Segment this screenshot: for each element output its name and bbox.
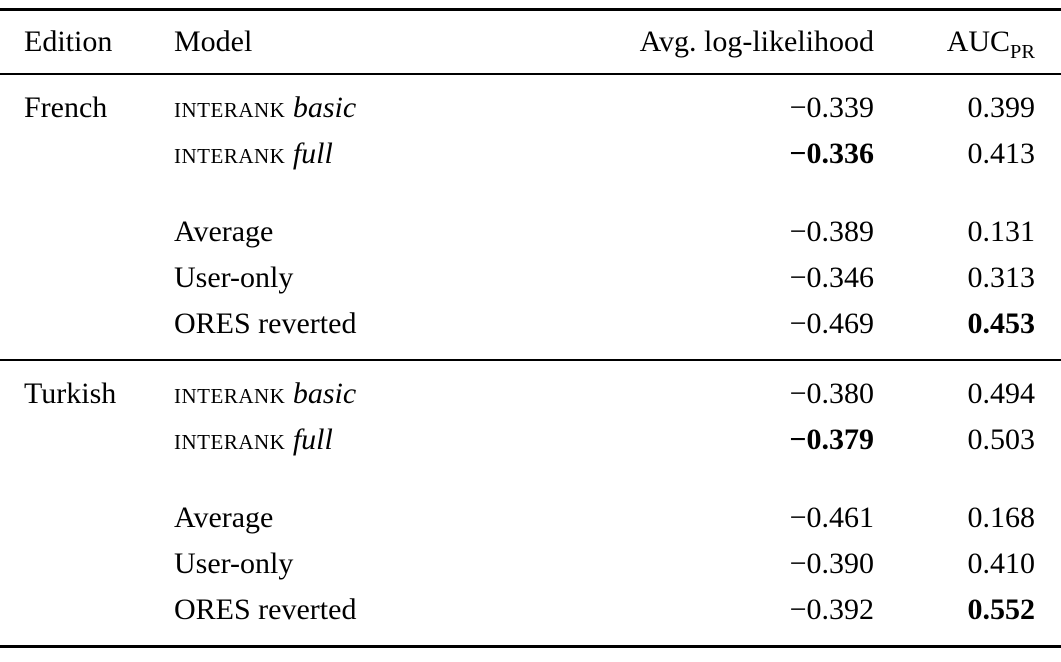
model-name-smallcaps: interank <box>174 377 286 410</box>
loglikelihood-value: −0.336 <box>789 137 874 170</box>
header-auc-main: AUC <box>946 25 1011 58</box>
model-variant-italic: full <box>292 137 333 170</box>
header-row: Edition Model Avg. log-likelihood AUCPR <box>0 11 1061 73</box>
loglikelihood-value: −0.392 <box>789 593 874 626</box>
model-name-smallcaps: interank <box>174 423 286 456</box>
table-row: interank full −0.379 0.503 <box>0 417 1061 463</box>
model-name-smallcaps: interank <box>174 137 286 170</box>
header-loglikelihood: Avg. log-likelihood <box>639 25 874 58</box>
loglikelihood-value: −0.469 <box>789 307 874 340</box>
model-variant-italic: basic <box>292 91 357 124</box>
auc-value: 0.313 <box>967 261 1036 294</box>
table-row: interank full −0.336 0.413 <box>0 131 1061 177</box>
model-group: French interank basic −0.339 0.399 interank … <box>0 85 1061 177</box>
auc-value: 0.168 <box>967 501 1036 534</box>
loglikelihood-value: −0.461 <box>789 501 874 534</box>
model-cell: Average <box>174 501 274 534</box>
edition-section: Turkish interank basic −0.380 0.494 interank… <box>0 361 1061 645</box>
table-row: French interank basic −0.339 0.399 <box>0 85 1061 131</box>
auc-value: 0.413 <box>967 137 1036 170</box>
loglikelihood-value: −0.380 <box>789 377 874 410</box>
table-row: ORES reverted −0.469 0.453 <box>0 301 1061 347</box>
model-cell: interank full <box>174 131 534 177</box>
model-variant-italic: full <box>292 423 333 456</box>
edition-section: French interank basic −0.339 0.399 interank … <box>0 75 1061 359</box>
auc-value: 0.410 <box>967 547 1036 580</box>
model-group: Average −0.461 0.168 User-only −0.390 0.410 OR… <box>0 495 1061 633</box>
loglikelihood-value: −0.390 <box>789 547 874 580</box>
model-cell: User-only <box>174 547 294 580</box>
auc-value: 0.453 <box>967 307 1036 340</box>
model-cell: ORES reverted <box>174 307 357 340</box>
model-name-smallcaps: interank <box>174 91 286 124</box>
model-cell: interank basic <box>174 371 534 417</box>
table-row: User-only −0.390 0.410 <box>0 541 1061 587</box>
model-group: Turkish interank basic −0.380 0.494 interank… <box>0 371 1061 463</box>
header-model: Model <box>174 25 253 58</box>
table-row: Average −0.389 0.131 <box>0 209 1061 255</box>
model-cell: interank basic <box>174 85 534 131</box>
header-auc: AUCPR <box>874 11 1035 73</box>
auc-value: 0.399 <box>967 91 1036 124</box>
model-group: Average −0.389 0.131 User-only −0.346 0.313 OR… <box>0 209 1061 347</box>
table-row: User-only −0.346 0.313 <box>0 255 1061 301</box>
loglikelihood-value: −0.346 <box>789 261 874 294</box>
section-divider-rule <box>0 359 1061 361</box>
auc-value: 0.494 <box>967 377 1036 410</box>
auc-value: 0.131 <box>967 215 1036 248</box>
loglikelihood-value: −0.389 <box>789 215 874 248</box>
auc-value: 0.503 <box>967 423 1036 456</box>
table-row: ORES reverted −0.392 0.552 <box>0 587 1061 633</box>
loglikelihood-value: −0.339 <box>789 91 874 124</box>
top-rule <box>0 8 1061 11</box>
loglikelihood-value: −0.379 <box>789 423 874 456</box>
bottom-rule <box>0 645 1061 648</box>
auc-value: 0.552 <box>967 593 1036 626</box>
table-row: Turkish interank basic −0.380 0.494 <box>0 371 1061 417</box>
model-variant-italic: basic <box>292 377 357 410</box>
model-cell: Average <box>174 215 274 248</box>
table-row: Average −0.461 0.168 <box>0 495 1061 541</box>
header-edition: Edition <box>24 25 113 58</box>
header-auc-subscript: PR <box>1010 41 1035 63</box>
table-body: French interank basic −0.339 0.399 interank … <box>0 75 1061 645</box>
model-cell: interank full <box>174 417 534 463</box>
edition-cell: French <box>24 91 108 124</box>
header-rule <box>0 73 1061 75</box>
model-cell: User-only <box>174 261 294 294</box>
model-cell: ORES reverted <box>174 593 357 626</box>
edition-cell: Turkish <box>24 377 117 410</box>
